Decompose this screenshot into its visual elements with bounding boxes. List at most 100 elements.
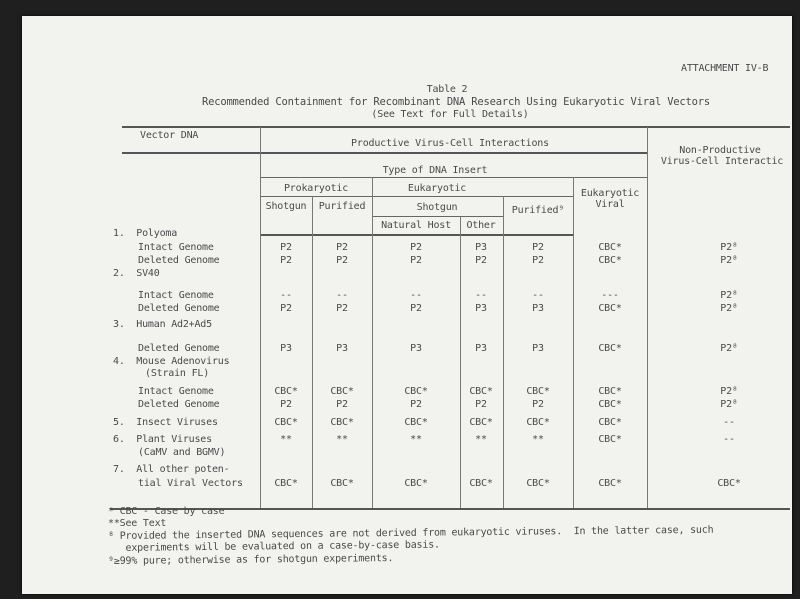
rule-pro-euk — [260, 196, 573, 197]
table-cell: P2⁸ — [720, 303, 738, 314]
table-cell: P2⁸ — [720, 255, 738, 266]
header-eukaryotic-viral-2: Viral — [595, 199, 625, 210]
table-cell: CBC* — [404, 386, 428, 397]
header-eukaryotic-viral: Eukaryotic — [580, 188, 640, 199]
col-divider — [460, 216, 461, 508]
header-productive: Productive Virus-Cell Interactions — [351, 138, 549, 149]
table-cell: CBC* — [598, 303, 622, 314]
table-cell: CBC* — [598, 399, 622, 410]
table-cell: P2 — [336, 255, 348, 266]
table-cell: CBC* — [526, 478, 550, 489]
rule-bottom — [110, 508, 790, 510]
row-label: Intact Genome — [138, 290, 214, 301]
table-cell: P2 — [410, 242, 422, 253]
table-cell: P3 — [475, 303, 487, 314]
row-label: Intact Genome — [138, 386, 214, 397]
table-cell: P2 — [280, 255, 292, 266]
header-natural-host: Natural Host — [381, 220, 451, 231]
table-cell: CBC* — [598, 255, 622, 266]
header-euk-purified: Purified⁹ — [511, 205, 565, 216]
table-cell: CBC* — [526, 386, 550, 397]
rule-shotgun — [372, 216, 503, 217]
header-pro-purified: Purified — [318, 201, 366, 212]
table-cell: CBC* — [330, 478, 354, 489]
table-cell: ** — [280, 434, 292, 445]
rule-top — [122, 126, 790, 128]
table-cell: P3 — [475, 242, 487, 253]
table-cell: P2⁸ — [720, 399, 738, 410]
table-cell: -- — [475, 290, 487, 301]
header-non-productive-2: Virus-Cell Interactic — [660, 156, 784, 167]
header-type-of-insert: Type of DNA Insert — [382, 165, 488, 176]
table-cell: CBC* — [330, 417, 354, 428]
table-cell: CBC* — [598, 434, 622, 445]
col-divider — [260, 127, 261, 508]
col-divider — [312, 196, 313, 508]
table-cell: CBC* — [330, 386, 354, 397]
row-label: Deleted Genome — [138, 303, 220, 314]
table-cell: P3 — [410, 343, 422, 354]
table-cell: P2⁸ — [720, 290, 738, 301]
table-cell: P2 — [280, 242, 292, 253]
table-cell: CBC* — [404, 417, 428, 428]
table-cell: P2⁸ — [720, 386, 738, 397]
document-page — [22, 16, 792, 594]
footnote: **See Text — [108, 518, 167, 529]
table-cell: CBC* — [598, 343, 622, 354]
table-cell: CBC* — [526, 417, 550, 428]
row-label: tial Viral Vectors — [138, 478, 243, 489]
table-cell: -- — [410, 290, 422, 301]
table-cell: P2 — [410, 303, 422, 314]
table-cell: P2 — [336, 399, 348, 410]
table-subtitle: (See Text for Full Details) — [371, 109, 529, 120]
row-label: 7. All other poten- — [113, 464, 230, 475]
table-cell: P2 — [532, 255, 544, 266]
table-cell: P2 — [475, 399, 487, 410]
table-cell: ** — [336, 434, 348, 445]
table-cell: ** — [532, 434, 544, 445]
row-label: 5. Insect Viruses — [113, 417, 218, 428]
row-label: Intact Genome — [138, 242, 214, 253]
table-cell: -- — [532, 290, 544, 301]
table-cell: CBC* — [598, 417, 622, 428]
table-cell: P2 — [532, 242, 544, 253]
table-cell: CBC* — [469, 386, 493, 397]
table-cell: CBC* — [598, 478, 622, 489]
table-cell: CBC* — [274, 417, 298, 428]
header-non-productive: Non-Productive — [679, 145, 761, 156]
table-cell: CBC* — [274, 478, 298, 489]
table-cell: P3 — [475, 343, 487, 354]
table-cell: P2 — [410, 255, 422, 266]
row-label: 1. Polyoma — [113, 228, 178, 239]
table-cell: CBC* — [469, 417, 493, 428]
table-number: Table 2 — [426, 84, 468, 95]
table-cell: P2 — [280, 303, 292, 314]
table-cell: P3 — [532, 303, 544, 314]
header-euk-shotgun: Shotgun — [416, 202, 458, 213]
col-divider — [372, 177, 373, 508]
row-label: Deleted Genome — [138, 399, 220, 410]
table-cell: P2 — [336, 303, 348, 314]
col-divider — [573, 177, 574, 508]
row-label: Deleted Genome — [138, 343, 220, 354]
row-label: Deleted Genome — [138, 255, 220, 266]
table-cell: P2⁸ — [720, 343, 738, 354]
table-cell: P2 — [532, 399, 544, 410]
rule-subheader — [260, 234, 573, 236]
table-cell: ** — [475, 434, 487, 445]
table-cell: -- — [723, 434, 735, 445]
rule-header — [122, 152, 647, 154]
row-label: (Strain FL) — [145, 368, 210, 379]
row-label: (CaMV and BGMV) — [138, 447, 226, 458]
table-cell: P2 — [475, 255, 487, 266]
table-cell: CBC* — [469, 478, 493, 489]
table-cell: CBC* — [598, 242, 622, 253]
table-title: Recommended Containment for Recombinant … — [201, 96, 711, 108]
header-pro-shotgun: Shotgun — [265, 201, 307, 212]
header-other: Other — [466, 220, 496, 231]
row-label: 6. Plant Viruses — [113, 434, 212, 445]
col-divider — [647, 127, 648, 508]
row-label: 3. Human Ad2+Ad5 — [113, 319, 212, 330]
header-vector-dna: Vector DNA — [140, 130, 199, 141]
header-prokaryotic: Prokaryotic — [283, 183, 349, 194]
